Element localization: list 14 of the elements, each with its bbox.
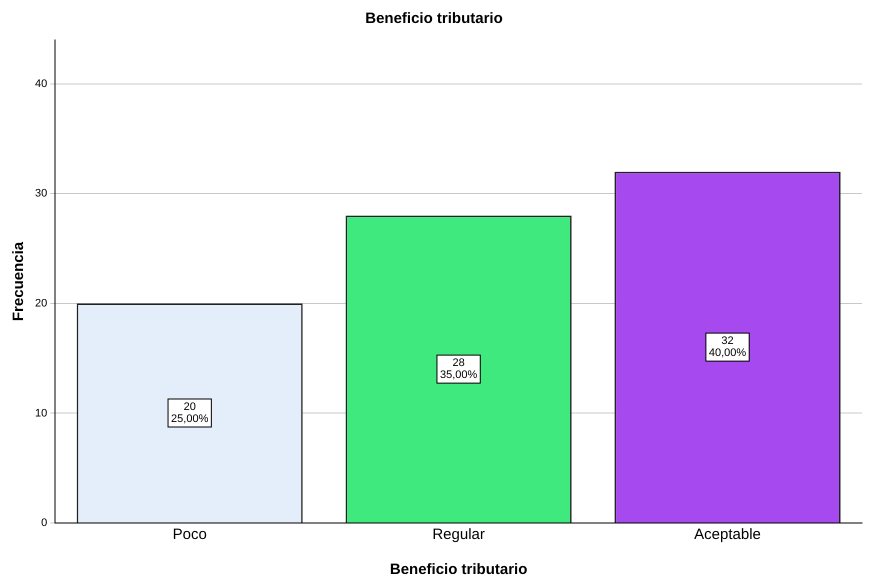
x-tick-label: Poco: [172, 526, 207, 544]
data-label: 20 25,00%: [171, 401, 209, 426]
x-tick-label: Aceptable: [694, 526, 761, 544]
y-tick-label: 30: [34, 188, 48, 200]
chart-title: Beneficio tributario: [365, 10, 503, 28]
y-tick-label: 10: [34, 407, 48, 420]
data-label: 32 40,00%: [708, 335, 746, 360]
y-tick-label: 0: [41, 517, 48, 530]
x-axis-title: Beneficio tributario: [390, 561, 528, 578]
x-tick-label: Regular: [432, 526, 485, 544]
y-tick-label: 20: [34, 297, 48, 310]
y-axis-title: Frecuencia: [10, 241, 28, 322]
y-tick-label: 40: [34, 78, 48, 90]
data-label: 28 35,00%: [440, 357, 478, 382]
